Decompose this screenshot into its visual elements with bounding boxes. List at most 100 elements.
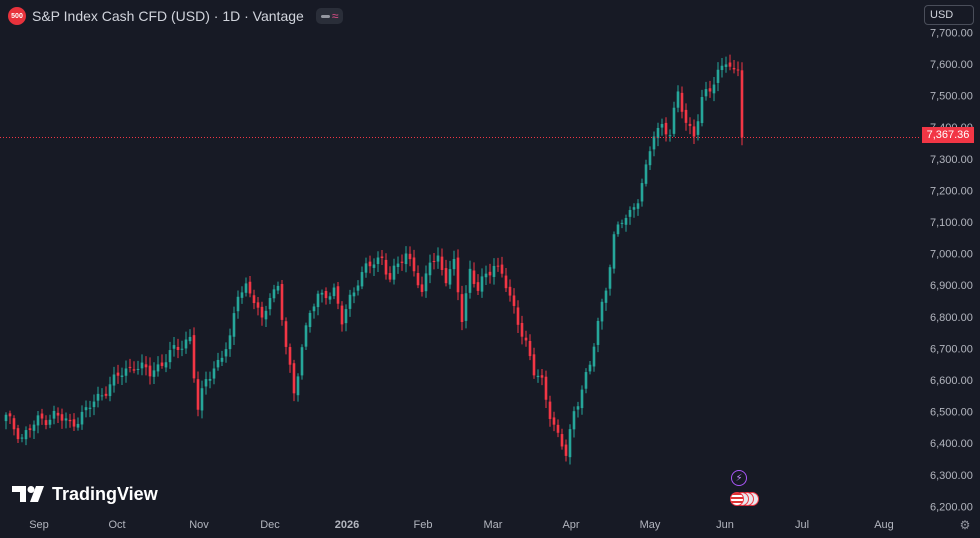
y-axis-tick-label: 7,500.00: [930, 91, 973, 103]
candle-body: [708, 88, 712, 92]
candle-body: [448, 269, 452, 285]
y-axis-tick-label: 6,600.00: [930, 375, 973, 387]
candle-body: [556, 424, 560, 433]
candle-body: [460, 294, 464, 322]
candle-body: [312, 306, 316, 312]
candle-body: [720, 65, 724, 71]
candle-body: [180, 348, 184, 350]
candle-body: [40, 413, 44, 419]
candle-body: [112, 374, 116, 386]
candle-body: [444, 268, 448, 284]
chart-legend[interactable]: 500 S&P Index Cash CFD (USD) · 1D · Vant…: [8, 6, 344, 26]
candle-body: [196, 379, 200, 410]
market-status-pill[interactable]: ≈: [315, 8, 344, 24]
candle-body: [432, 260, 436, 262]
candle-body: [360, 272, 364, 287]
candle-body: [48, 419, 52, 425]
candle-body: [224, 349, 228, 357]
us-flag-icon[interactable]: [730, 492, 744, 506]
candle-body: [632, 207, 636, 210]
candle-body: [80, 411, 84, 425]
candle-body: [200, 388, 204, 411]
candle-body: [384, 259, 388, 275]
candle-body: [20, 437, 24, 439]
candle-body: [700, 97, 704, 124]
candle-body: [140, 362, 144, 369]
candle-body: [548, 401, 552, 419]
candle-body: [656, 127, 660, 139]
candle-body: [660, 124, 664, 128]
x-axis-tick-label: Aug: [874, 519, 894, 531]
candle-body: [148, 365, 152, 377]
candle-body: [52, 410, 56, 419]
candle-body: [500, 264, 504, 274]
candle-body: [668, 135, 672, 137]
candle-body: [688, 123, 692, 126]
candle-body: [4, 414, 8, 422]
candle-body: [16, 428, 20, 440]
candle-body: [528, 340, 532, 357]
candle-body: [240, 292, 244, 298]
candle-body: [560, 434, 564, 447]
candle-body: [424, 273, 428, 292]
candle-body: [628, 210, 632, 217]
candle-body: [348, 294, 352, 309]
candle-body: [332, 287, 336, 297]
candle-body: [232, 313, 236, 337]
candle-body: [416, 273, 420, 286]
candle-body: [292, 363, 296, 394]
candle-body: [520, 322, 524, 337]
candle-body: [64, 418, 68, 421]
candle-body: [328, 296, 332, 300]
candle-body: [388, 273, 392, 280]
currency-selector[interactable]: USD: [924, 5, 974, 25]
candle-body: [44, 420, 48, 426]
candle-body: [408, 253, 412, 260]
candle-body: [716, 69, 720, 83]
candle-body: [604, 290, 608, 303]
candle-body: [508, 286, 512, 296]
candle-body: [400, 261, 404, 263]
candle-body: [484, 273, 488, 278]
candle-body: [676, 91, 680, 108]
y-axis-tick-label: 6,200.00: [930, 501, 973, 513]
candle-body: [652, 136, 656, 150]
y-axis-tick-label: 7,000.00: [930, 249, 973, 261]
candle-body: [608, 267, 612, 289]
candle-body: [532, 354, 536, 376]
candle-body: [704, 89, 708, 97]
candle-body: [552, 417, 556, 425]
candle-body: [624, 218, 628, 225]
candle-body: [536, 375, 540, 378]
candle-body: [160, 362, 164, 366]
candle-body: [568, 429, 572, 458]
candle-body: [584, 372, 588, 389]
candle-body: [8, 413, 12, 417]
x-axis-tick-label: Dec: [260, 519, 280, 531]
candle-body: [580, 389, 584, 409]
tradingview-watermark[interactable]: TradingView: [12, 482, 158, 506]
candle-body: [216, 359, 220, 368]
y-axis-tick-label: 7,700.00: [930, 27, 973, 39]
candle-body: [648, 151, 652, 166]
candle-body: [728, 62, 732, 67]
candle-body: [692, 126, 696, 137]
candle-body: [264, 310, 268, 320]
y-axis-tick-label: 7,300.00: [930, 154, 973, 166]
candle-body: [188, 336, 192, 342]
candle-body: [372, 264, 376, 268]
lightning-icon[interactable]: ⚡: [731, 470, 747, 486]
x-axis-tick-label: Apr: [562, 519, 579, 531]
candle-body: [248, 281, 252, 294]
candle-body: [464, 293, 468, 321]
y-axis-tick-label: 6,700.00: [930, 343, 973, 355]
gear-icon[interactable]: ⚙: [959, 518, 971, 532]
candle-body: [368, 261, 372, 267]
candle-body: [96, 393, 100, 401]
candle-body: [156, 364, 160, 372]
x-axis-tick-label: Sep: [29, 519, 49, 531]
candle-body: [456, 257, 460, 293]
x-axis-tick-label: Nov: [189, 519, 209, 531]
candle-body: [208, 378, 212, 381]
